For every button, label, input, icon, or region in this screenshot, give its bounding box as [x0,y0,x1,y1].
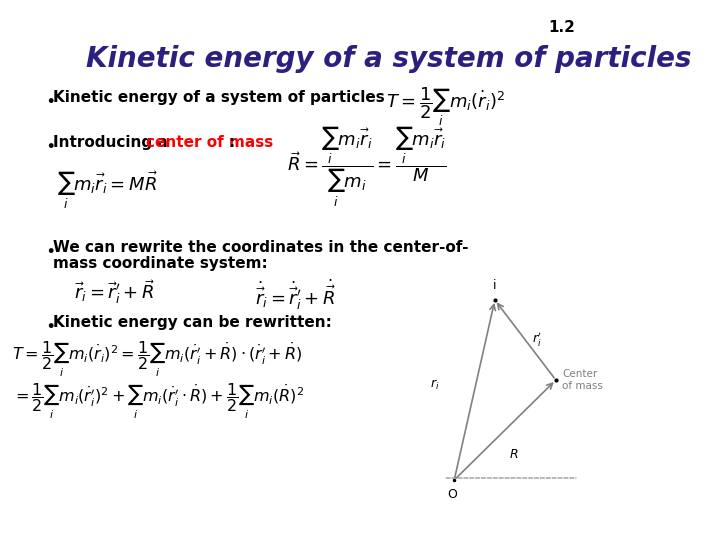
Text: $= \dfrac{1}{2}\sum_{i} m_i(\dot{r}_i')^2 + \sum_{i} m_i(\dot{r}_i'\cdot\dot{R}): $= \dfrac{1}{2}\sum_{i} m_i(\dot{r}_i')^… [12,382,305,421]
Text: Kinetic energy can be rewritten:: Kinetic energy can be rewritten: [53,315,332,330]
Text: $R$: $R$ [509,448,518,461]
Text: $\bullet$: $\bullet$ [45,315,55,333]
Text: i: i [493,279,497,292]
Text: $\sum_{i} m_i \vec{r}_i = M\vec{R}$: $\sum_{i} m_i \vec{r}_i = M\vec{R}$ [58,170,158,211]
Text: $r_i$: $r_i$ [430,378,439,392]
Text: $\dot{\vec{r}}_i = \dot{\vec{r}}_i' + \dot{\vec{R}}$: $\dot{\vec{r}}_i = \dot{\vec{r}}_i' + \d… [254,278,336,312]
Text: O: O [447,488,456,501]
Text: We can rewrite the coordinates in the center-of-: We can rewrite the coordinates in the ce… [53,240,469,255]
Text: center of mass: center of mass [146,135,274,150]
Text: :: : [228,135,235,150]
Text: $\bullet$: $\bullet$ [45,240,55,258]
Text: Kinetic energy of a system of particles: Kinetic energy of a system of particles [86,45,692,73]
Text: mass coordinate system:: mass coordinate system: [53,256,268,271]
Text: $\vec{R} = \dfrac{\sum_{i} m_i \vec{r}_i}{\sum_{i} m_i} = \dfrac{\sum_{i} m_i \v: $\vec{R} = \dfrac{\sum_{i} m_i \vec{r}_i… [287,125,447,209]
Text: $\bullet$: $\bullet$ [45,90,55,108]
Text: $\vec{r}_i = \vec{r}_i' + \vec{R}$: $\vec{r}_i = \vec{r}_i' + \vec{R}$ [74,278,156,306]
Text: $r_i'$: $r_i'$ [532,331,542,349]
Text: $T = \dfrac{1}{2}\sum_{i} m_i(\dot{r}_i)^2 = \dfrac{1}{2}\sum_{i} m_i(\dot{r}_i': $T = \dfrac{1}{2}\sum_{i} m_i(\dot{r}_i)… [12,340,303,379]
Text: $\bullet$: $\bullet$ [45,135,55,153]
Text: Kinetic energy of a system of particles: Kinetic energy of a system of particles [53,90,385,105]
Text: Center
of mass: Center of mass [562,369,603,391]
Text: $T = \dfrac{1}{2}\sum_{i} m_i(\dot{r}_i)^2$: $T = \dfrac{1}{2}\sum_{i} m_i(\dot{r}_i)… [386,85,505,128]
Text: 1.2: 1.2 [548,20,575,35]
Text: Introducing a: Introducing a [53,135,174,150]
